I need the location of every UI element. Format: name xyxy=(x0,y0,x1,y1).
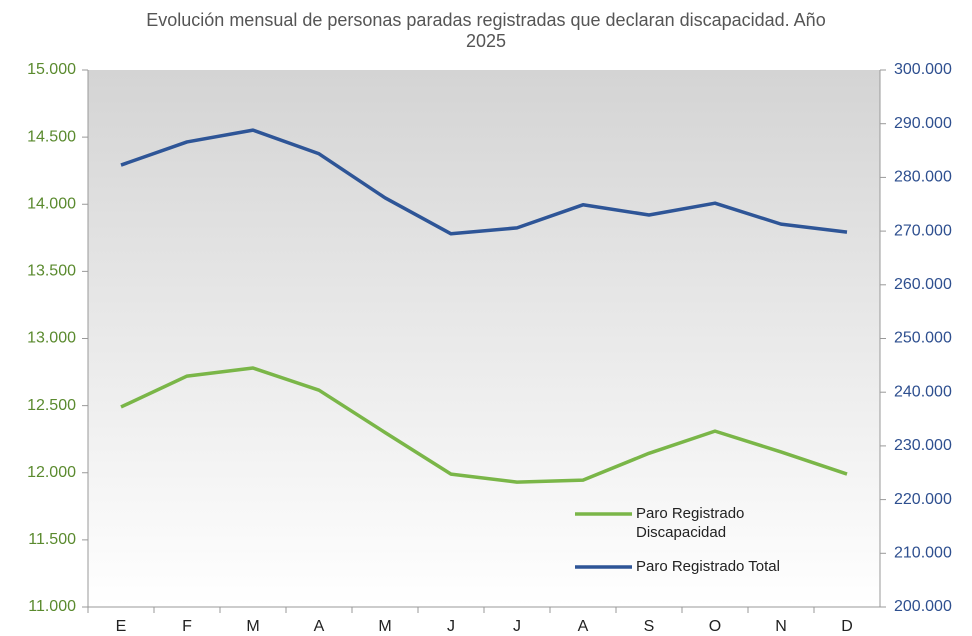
y-tick-label: 13.500 xyxy=(27,263,76,280)
y2-tick-label: 270.000 xyxy=(894,222,952,239)
x-tick-label: D xyxy=(841,618,853,635)
y2-tick-label: 260.000 xyxy=(894,276,952,293)
y-tick-label: 11.000 xyxy=(28,598,76,615)
y2-tick-label: 230.000 xyxy=(894,437,952,454)
x-tick-label: E xyxy=(116,618,127,635)
y2-tick-label: 210.000 xyxy=(894,545,952,562)
y2-tick-label: 240.000 xyxy=(894,383,952,400)
y2-tick-label: 200.000 xyxy=(894,598,952,615)
y-tick-label: 14.000 xyxy=(27,195,76,212)
series-line xyxy=(120,366,848,484)
chart-title: Evolución mensual de personas paradas re… xyxy=(146,10,826,51)
y-tick-label: 14.500 xyxy=(27,128,76,145)
y-tick-label: 13.000 xyxy=(27,330,76,347)
x-tick-label: M xyxy=(378,618,391,635)
x-tick-label: J xyxy=(447,618,455,635)
x-tick-label: A xyxy=(578,618,589,635)
x-tick-label: N xyxy=(775,618,787,635)
x-tick-label: J xyxy=(513,618,521,635)
legend-label: Paro Registrado Discapacidad xyxy=(636,505,745,541)
y-tick-label: 15.000 xyxy=(27,61,76,78)
x-tick-label: O xyxy=(709,618,721,635)
series-line xyxy=(120,128,848,236)
y-tick-label: 12.000 xyxy=(27,464,76,481)
y2-tick-label: 290.000 xyxy=(894,115,952,132)
y-tick-label: 11.500 xyxy=(28,531,76,548)
x-tick-label: S xyxy=(644,618,655,635)
x-tick-label: M xyxy=(246,618,259,635)
x-tick-label: F xyxy=(182,618,192,635)
y-tick-label: 12.500 xyxy=(27,397,76,414)
plot-area xyxy=(88,70,880,607)
y2-tick-label: 280.000 xyxy=(894,169,952,186)
x-tick-label: A xyxy=(314,618,325,635)
y2-tick-label: 250.000 xyxy=(894,330,952,347)
legend-label: Paro Registrado Total xyxy=(636,558,780,575)
y2-tick-label: 220.000 xyxy=(894,491,952,508)
y2-tick-label: 300.000 xyxy=(894,61,952,78)
